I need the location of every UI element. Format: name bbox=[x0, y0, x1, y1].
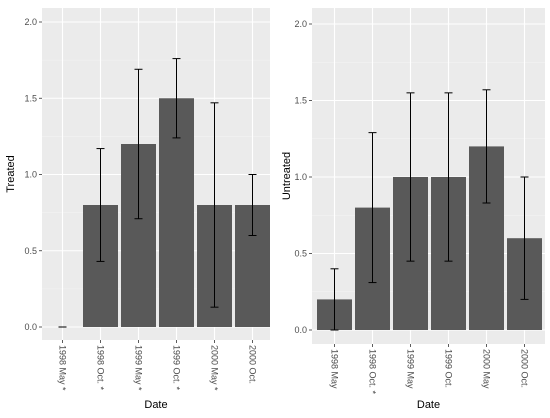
y-axis-title: Untreated bbox=[281, 152, 293, 200]
error-bar bbox=[248, 174, 257, 236]
y-tick-label: 2.0 bbox=[24, 17, 37, 27]
plot-panel bbox=[312, 8, 545, 344]
y-tick-label: 2.0 bbox=[294, 19, 307, 29]
x-axis-title: Date bbox=[417, 399, 440, 411]
x-tick-label: 2000 May * bbox=[210, 345, 220, 391]
y-tick-label: 1.0 bbox=[24, 170, 37, 180]
x-tick-label: 1999 Oct. bbox=[444, 349, 454, 388]
y-tick-label: 0.5 bbox=[294, 249, 307, 259]
y-tick-label: 1.5 bbox=[24, 93, 37, 103]
x-tick-label: 1998 Oct. * bbox=[96, 345, 106, 391]
x-tick-label: 1999 May bbox=[406, 349, 416, 389]
error-bar bbox=[520, 176, 529, 300]
x-tick-label: 2000 Oct. bbox=[248, 345, 258, 384]
error-bar bbox=[210, 102, 219, 308]
y-tick-label: 1.5 bbox=[294, 96, 307, 106]
untreated-chart: 0.0 0.5 1.0 1.5 2.0 1998 May 1998 Oct. * 1999 M… bbox=[281, 8, 545, 411]
x-tick-label: 1998 Oct. * bbox=[368, 349, 378, 395]
x-tick-label: 1999 May * bbox=[134, 345, 144, 391]
x-tick-label: 1998 May * bbox=[58, 345, 68, 391]
y-tick-label: 0.5 bbox=[24, 246, 37, 256]
error-bar bbox=[444, 92, 453, 262]
error-bar bbox=[330, 268, 339, 331]
error-bar bbox=[172, 58, 181, 139]
error-bar bbox=[134, 68, 143, 220]
error-bar bbox=[482, 89, 491, 204]
y-tick-label: 1.0 bbox=[294, 172, 307, 182]
x-axis-title: Date bbox=[144, 399, 167, 411]
x-tick-label: 1999 Oct. * bbox=[172, 345, 182, 391]
x-tick-label: 2000 May bbox=[482, 349, 492, 389]
y-tick-label: 0.0 bbox=[24, 322, 37, 332]
treated-chart: 0.0 0.5 1.0 1.5 2.0 1998 May * 1998 Oct. * 1999… bbox=[5, 8, 270, 411]
x-tick-label: 1998 May bbox=[330, 349, 340, 389]
y-tick-label: 0.0 bbox=[294, 325, 307, 335]
y-axis-title: Treated bbox=[5, 155, 17, 193]
error-bar bbox=[96, 148, 105, 262]
error-bar bbox=[406, 92, 415, 262]
x-tick-label: 2000 Oct. bbox=[520, 349, 530, 388]
error-bar bbox=[368, 132, 377, 284]
